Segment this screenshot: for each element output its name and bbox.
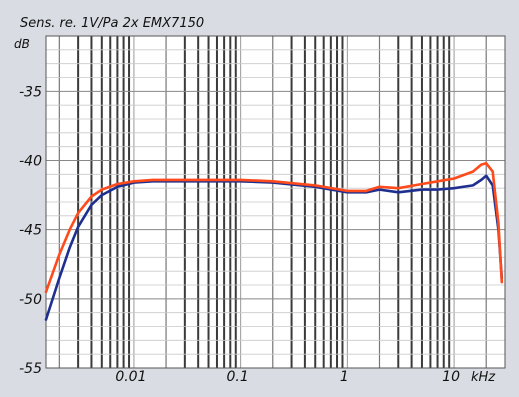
y-tick-label: -50 (19, 292, 42, 308)
x-tick-label: 1 (340, 369, 349, 385)
x-axis-unit: kHz (471, 370, 496, 385)
plot-border (45, 35, 506, 369)
series-group (44, 162, 504, 321)
y-axis-label: dB (14, 37, 30, 51)
y-tick-label: -40 (19, 154, 42, 170)
series-line-2 (44, 162, 504, 294)
grid (45, 35, 506, 369)
axes: Sens. re. 1V/Pa 2x EMX7150 dB kHz -55 -50… (14, 16, 496, 385)
chart-title: Sens. re. 1V/Pa 2x EMX7150 (20, 16, 204, 31)
y-tick-label: -55 (19, 361, 42, 377)
x-tick-label: 0.1 (227, 369, 249, 385)
x-tick-label: 0.01 (115, 369, 146, 385)
x-tick-label: 10 (442, 369, 460, 385)
y-tick-label: -45 (19, 223, 42, 239)
series-line-1 (44, 174, 504, 321)
y-tick-label: -35 (19, 84, 42, 100)
